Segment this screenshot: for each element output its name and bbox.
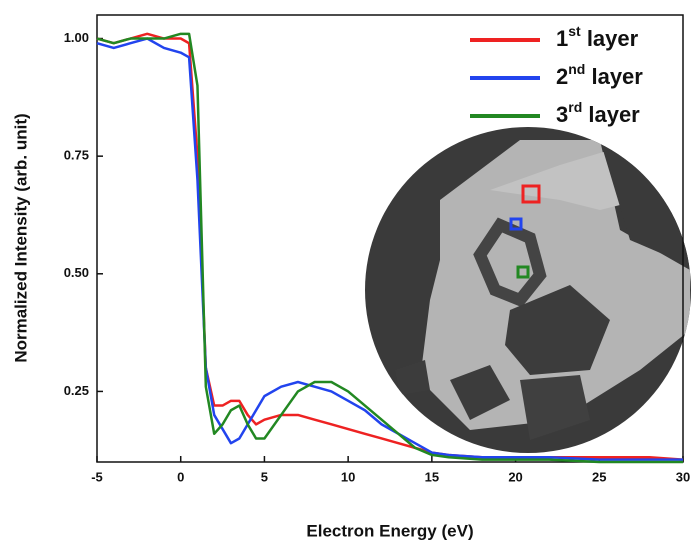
y-tick-label: 0.75 (64, 148, 89, 163)
series-line (96, 32, 683, 464)
inset-image (365, 127, 691, 453)
x-tick-label: 20 (508, 469, 522, 484)
x-tick-label: 0 (177, 469, 184, 484)
plot-frame (96, 14, 684, 463)
x-tick-label: 30 (676, 469, 690, 484)
y-tick-label: 0.25 (64, 383, 89, 398)
y-axis-label: Normalized Intensity (arb. unit) (11, 113, 30, 362)
x-tick-label: 15 (425, 469, 439, 484)
legend-label: 2nd layer (556, 61, 643, 89)
x-tick-label: 5 (261, 469, 268, 484)
x-tick-label: -5 (91, 469, 103, 484)
series-line (96, 37, 683, 461)
x-axis-label: Electron Energy (eV) (306, 521, 473, 540)
y-tick-label: 1.00 (64, 30, 89, 45)
y-tick-label: 0.50 (64, 265, 89, 280)
legend-label: 1st layer (556, 23, 639, 51)
x-tick-label: 25 (592, 469, 606, 484)
legend-label: 3rd layer (556, 99, 640, 127)
x-tick-label: 10 (341, 469, 355, 484)
